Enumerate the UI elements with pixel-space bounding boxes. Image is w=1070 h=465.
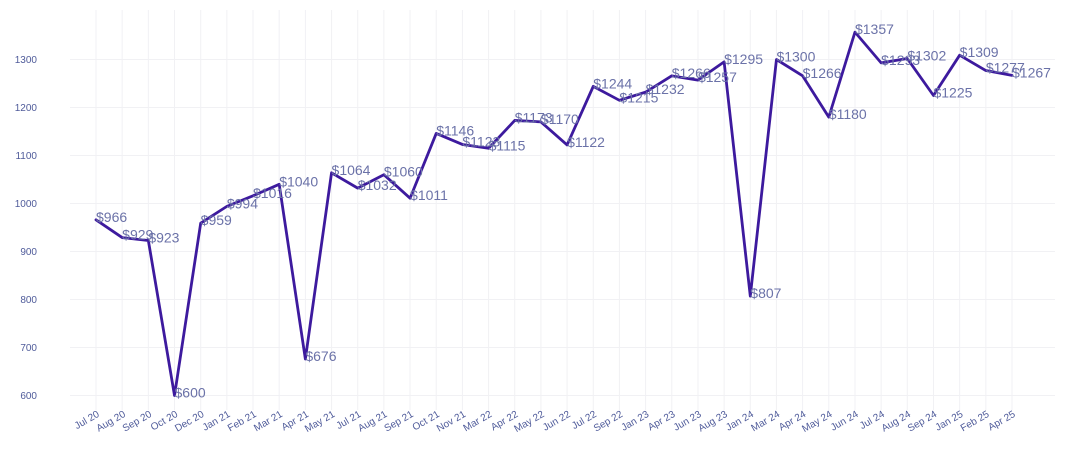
x-tick-label: Jan 23 <box>620 409 652 434</box>
data-label: $1225 <box>933 85 972 101</box>
data-label: $1309 <box>960 44 999 60</box>
x-tick-label: May 22 <box>513 409 547 435</box>
data-label: $807 <box>750 285 781 301</box>
x-tick-label: Jun 24 <box>829 409 861 434</box>
data-label: $1115 <box>489 137 526 153</box>
data-label: $1060 <box>384 164 423 180</box>
x-tick-label: Sep 22 <box>592 409 625 435</box>
data-label: $1064 <box>332 162 371 178</box>
data-label: $1122 <box>567 134 605 150</box>
data-label: $1215 <box>619 89 658 105</box>
x-tick-label: May 21 <box>303 409 337 435</box>
series-line <box>94 30 1014 397</box>
data-label: $1293 <box>881 52 920 68</box>
data-label: $1232 <box>646 81 685 97</box>
data-label: $1295 <box>724 51 763 67</box>
y-tick-label: 900 <box>20 247 37 258</box>
y-axis: 600 700 800 900 1000 1100 1200 1300 <box>15 55 38 402</box>
data-label: $1244 <box>593 75 632 91</box>
data-label: $1146 <box>436 122 474 138</box>
data-label: $1011 <box>410 187 448 203</box>
x-tick-label: Nov 21 <box>435 409 468 435</box>
data-label: $1357 <box>855 21 894 37</box>
x-tick-label: Aug 23 <box>697 409 730 435</box>
data-label: $1266 <box>672 65 711 81</box>
x-tick-label: Sep 24 <box>906 409 939 435</box>
x-tick-label: Mar 22 <box>462 409 495 434</box>
data-label: $1016 <box>253 185 292 201</box>
x-tick-label: Sep 20 <box>121 409 154 435</box>
data-label: $1123 <box>462 133 500 149</box>
data-label: $959 <box>201 212 232 228</box>
y-tick-label: 600 <box>20 391 37 402</box>
x-tick-label: Feb 21 <box>226 409 259 434</box>
data-label: $1170 <box>541 111 579 127</box>
data-label: $1302 <box>907 48 946 64</box>
data-label: $1040 <box>279 173 318 189</box>
x-tick-label: Jun 22 <box>541 409 573 434</box>
data-label: $1173 <box>515 109 553 125</box>
data-label: $994 <box>227 195 258 211</box>
data-label: $600 <box>175 385 206 401</box>
y-tick-label: 700 <box>20 343 37 354</box>
data-label: $966 <box>96 209 127 225</box>
data-label-layer: $966 $929$923 $600 $959$994$1016$1040 $676 $1… <box>96 21 1051 400</box>
x-tick-label: Jan 25 <box>934 409 966 434</box>
data-label: $1266 <box>803 65 842 81</box>
data-label: $929 <box>122 227 153 243</box>
data-label: $923 <box>148 229 179 245</box>
x-tick-label: Mar 21 <box>252 409 285 434</box>
x-tick-label: Apr 25 <box>986 409 1017 433</box>
x-tick-label: Feb 25 <box>959 409 992 434</box>
data-label: $1267 <box>1012 64 1051 80</box>
data-label: $1277 <box>986 60 1025 76</box>
x-tick-label: Sep 21 <box>383 409 416 435</box>
x-tick-label: Apr 23 <box>646 409 677 433</box>
data-label: $676 <box>305 348 336 364</box>
data-label: $1180 <box>829 106 867 122</box>
x-tick-label: Dec 20 <box>173 409 206 435</box>
y-tick-label: 1300 <box>15 55 38 66</box>
x-tick-label: May 24 <box>800 409 834 435</box>
y-tick-label: 1100 <box>15 151 37 162</box>
series-layer <box>94 30 1014 397</box>
x-tick-label: Mar 24 <box>750 409 783 434</box>
y-tick-label: 1200 <box>15 103 38 114</box>
grid-layer <box>70 10 1055 410</box>
data-label: $1300 <box>776 49 815 65</box>
x-tick-label: Jan 24 <box>724 409 756 434</box>
y-tick-label: 800 <box>20 295 37 306</box>
y-tick-label: 1000 <box>15 199 38 210</box>
data-label: $1257 <box>698 69 737 85</box>
data-label: $1032 <box>358 177 397 193</box>
